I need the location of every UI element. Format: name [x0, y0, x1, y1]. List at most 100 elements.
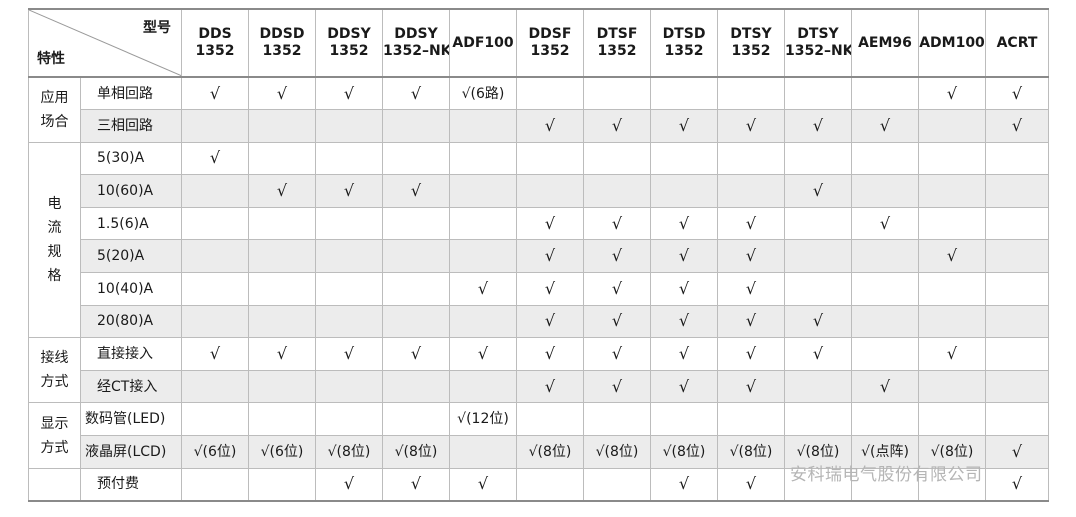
support-cell [583, 467, 651, 502]
feature-label: 液晶屏(LCD) [80, 435, 182, 469]
support-cell [985, 141, 1049, 176]
support-cell: √ [717, 239, 785, 274]
support-cell [382, 206, 450, 241]
support-cell [784, 239, 852, 274]
support-cell: √ [851, 109, 919, 143]
support-cell [181, 109, 249, 143]
support-cell: √(6位) [181, 435, 249, 469]
support-cell: √ [583, 109, 651, 143]
support-cell [516, 174, 584, 208]
support-cell [918, 467, 986, 502]
corner-diagonal [30, 11, 181, 75]
support-cell [784, 402, 852, 437]
support-cell: √ [583, 304, 651, 339]
support-cell: √ [382, 174, 450, 208]
table-row: 5(20)A √ √ √ √ √ [29, 239, 1049, 274]
support-cell [918, 369, 986, 404]
support-cell [851, 174, 919, 208]
support-cell [315, 141, 383, 176]
support-cell: √ [248, 174, 316, 208]
support-cell [449, 304, 517, 339]
support-cell [650, 76, 718, 111]
support-cell: √ [985, 467, 1049, 502]
table-row: 液晶屏(LCD) √(6位) √(6位) √(8位) √(8位) √(8位) √(8位) √(… [29, 435, 1049, 469]
feature-label: 单相回路 [80, 76, 182, 111]
support-cell: √ [382, 76, 450, 111]
support-cell [248, 206, 316, 241]
feature-label: 5(20)A [80, 239, 182, 274]
support-cell: √ [315, 337, 383, 371]
support-cell: √ [583, 369, 651, 404]
support-cell [918, 109, 986, 143]
header-row: 型号 特性 DDS 1352 DDSD 1352 DDSY 1352 DDSY 1352… [28, 8, 1049, 78]
support-cell [918, 304, 986, 339]
support-cell [784, 369, 852, 404]
support-cell [181, 369, 249, 404]
model-header: DTSF 1352 [583, 8, 651, 78]
support-cell [315, 304, 383, 339]
table-row: 1.5(6)A √ √ √ √ √ [29, 206, 1049, 241]
support-cell: √ [516, 337, 584, 371]
feature-label: 直接接入 [80, 337, 182, 371]
support-cell [717, 402, 785, 437]
model-header: DTSD 1352 [650, 8, 718, 78]
support-cell: √(8位) [717, 435, 785, 469]
support-cell [851, 76, 919, 111]
support-cell: √ [315, 76, 383, 111]
support-cell [382, 109, 450, 143]
support-cell [784, 141, 852, 176]
support-cell [382, 239, 450, 274]
support-cell: √ [583, 272, 651, 306]
feature-label: 三相回路 [80, 109, 182, 143]
support-cell: √(6位) [248, 435, 316, 469]
support-cell [985, 402, 1049, 437]
support-cell: √ [315, 467, 383, 502]
support-cell [717, 174, 785, 208]
support-cell: √ [382, 467, 450, 502]
support-cell: √ [583, 337, 651, 371]
support-cell: √ [784, 337, 852, 371]
model-header: AEM96 [851, 8, 919, 78]
support-cell [315, 206, 383, 241]
support-cell [315, 272, 383, 306]
support-cell: √ [516, 369, 584, 404]
support-cell [449, 435, 517, 469]
support-cell: √(8位) [382, 435, 450, 469]
support-cell [583, 402, 651, 437]
support-cell: √ [583, 239, 651, 274]
support-cell [784, 76, 852, 111]
support-cell: √ [650, 206, 718, 241]
support-cell [516, 402, 584, 437]
support-cell: √ [851, 369, 919, 404]
corner-feature-label: 特性 [37, 51, 65, 67]
support-cell: √ [650, 304, 718, 339]
support-cell [583, 141, 651, 176]
feature-label: 5(30)A [80, 141, 182, 176]
table-row: 三相回路 √ √ √ √ √ √ √ [29, 109, 1049, 143]
table-row: 预付费 √ √ √ √ √ √ [28, 467, 1049, 502]
feature-label: 预付费 [80, 467, 182, 502]
support-cell [918, 206, 986, 241]
table-row: 显示 方式 数码管(LED) √(12位) [28, 402, 1049, 469]
support-cell [784, 467, 852, 502]
corner-model-label: 型号 [143, 20, 171, 36]
support-cell [449, 206, 517, 241]
support-cell [985, 239, 1049, 274]
support-cell [181, 304, 249, 339]
support-cell [516, 76, 584, 111]
support-cell [315, 369, 383, 404]
support-cell: √ [382, 337, 450, 371]
support-cell [449, 369, 517, 404]
support-cell [918, 272, 986, 306]
spec-table-body: 应用 场合 单相回路 √ √ √ √ √(6路) √ √ 三相回路 √ √ √ √ √ √ √ 电流规格 5(30)A… [28, 76, 1049, 502]
model-header: ADM100 [918, 8, 986, 78]
table-row: 经CT接入 √ √ √ √ √ [29, 369, 1049, 404]
support-cell: √ [918, 239, 986, 274]
table-row: 10(60)A √ √ √ √ [29, 174, 1049, 208]
support-cell: √ [449, 467, 517, 502]
feature-label: 10(40)A [80, 272, 182, 306]
support-cell [717, 76, 785, 111]
support-cell: √ [717, 272, 785, 306]
support-cell [449, 239, 517, 274]
support-cell: √ [650, 337, 718, 371]
